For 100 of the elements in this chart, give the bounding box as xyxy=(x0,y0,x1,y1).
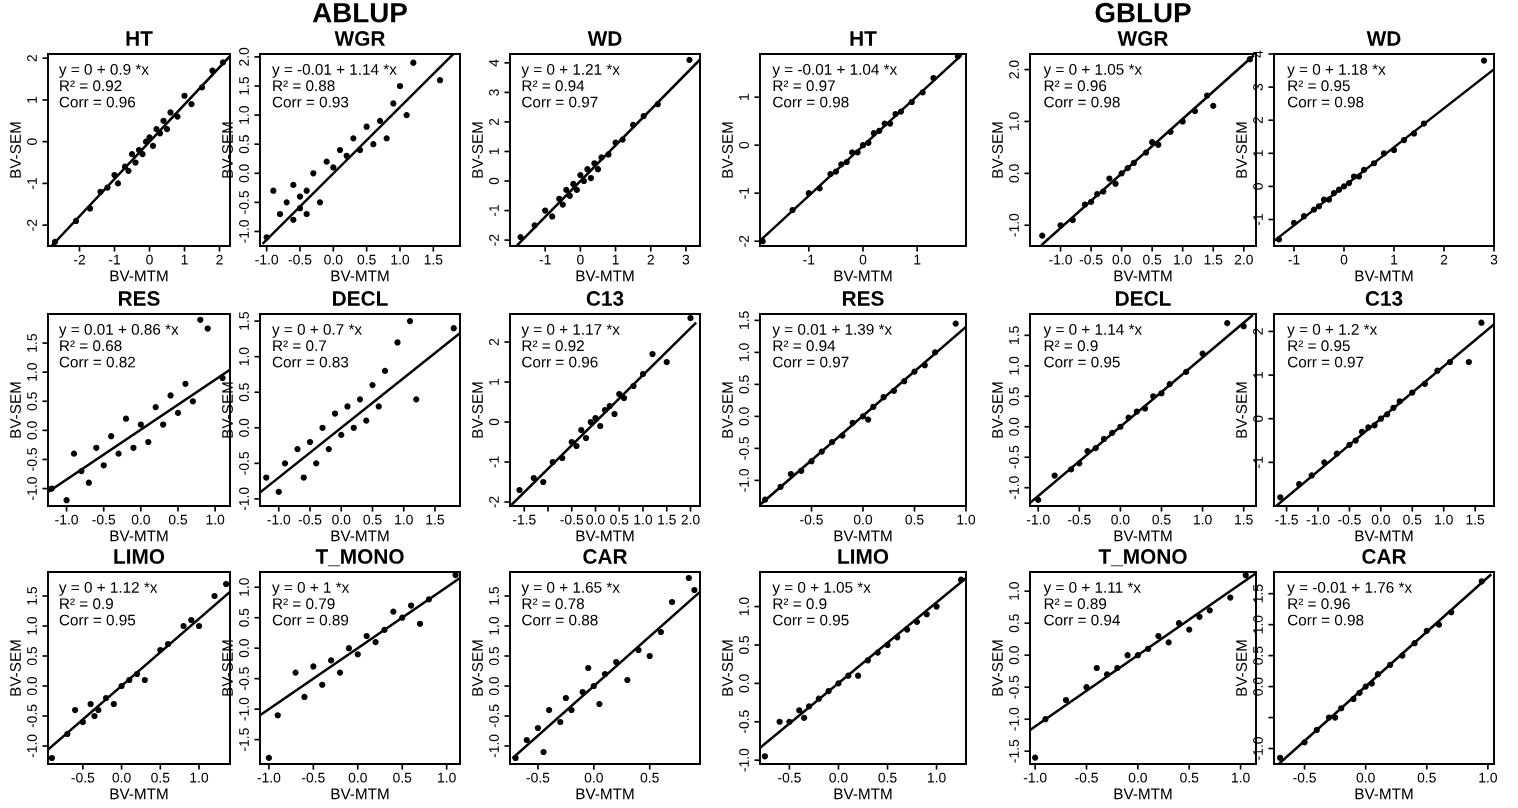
point xyxy=(1313,726,1320,734)
point xyxy=(452,572,459,579)
point xyxy=(1145,645,1152,652)
point xyxy=(1206,607,1213,614)
point xyxy=(573,442,580,450)
point xyxy=(174,113,181,120)
point xyxy=(86,205,94,212)
point xyxy=(611,410,618,418)
point xyxy=(606,402,613,410)
point xyxy=(1199,350,1206,357)
point xyxy=(1191,107,1199,115)
point xyxy=(328,657,335,664)
point xyxy=(1478,578,1485,585)
point xyxy=(1325,196,1333,203)
point xyxy=(1210,102,1217,109)
point xyxy=(72,706,79,714)
point xyxy=(1365,424,1372,431)
point xyxy=(219,59,227,66)
point xyxy=(663,358,670,366)
point xyxy=(1277,754,1284,761)
point xyxy=(125,167,132,174)
point xyxy=(523,736,530,744)
point xyxy=(1032,754,1039,761)
point xyxy=(919,89,926,96)
point xyxy=(211,592,218,600)
point xyxy=(1149,139,1156,146)
chart-title: WGR xyxy=(334,31,386,46)
point xyxy=(306,438,314,446)
point xyxy=(957,576,965,583)
point xyxy=(104,184,111,191)
point xyxy=(152,403,159,411)
point xyxy=(1100,435,1108,443)
point xyxy=(223,580,230,588)
point xyxy=(870,130,877,137)
point xyxy=(70,450,78,457)
point xyxy=(182,380,189,387)
point xyxy=(874,649,881,656)
point xyxy=(1300,213,1308,220)
point xyxy=(416,620,424,627)
point xyxy=(270,187,277,194)
point xyxy=(408,602,415,609)
point xyxy=(108,433,115,440)
point xyxy=(1400,136,1408,144)
chart-title: C13 xyxy=(1365,291,1403,306)
point xyxy=(1387,661,1394,669)
point xyxy=(890,387,898,394)
point xyxy=(85,479,92,486)
point xyxy=(163,126,171,133)
point xyxy=(167,392,174,399)
point xyxy=(762,496,769,503)
chart-title: DECL xyxy=(1116,291,1171,306)
point xyxy=(1435,621,1443,628)
point xyxy=(336,146,344,154)
point xyxy=(399,614,406,621)
point xyxy=(530,474,537,482)
point xyxy=(133,670,141,678)
point xyxy=(48,754,55,762)
point xyxy=(164,640,172,648)
point xyxy=(816,185,823,192)
point xyxy=(303,210,310,218)
point xyxy=(933,603,940,610)
point xyxy=(350,135,357,142)
point xyxy=(390,100,397,107)
point xyxy=(189,398,196,405)
point xyxy=(1134,652,1141,659)
point xyxy=(1301,739,1308,746)
point xyxy=(1094,191,1101,198)
chart-title: RES xyxy=(118,291,160,306)
point xyxy=(687,314,694,322)
point xyxy=(1352,437,1359,444)
point xyxy=(845,672,852,679)
point xyxy=(557,718,564,726)
point xyxy=(381,626,388,634)
point xyxy=(952,320,959,327)
point xyxy=(1083,684,1090,691)
point xyxy=(115,450,122,457)
point xyxy=(336,669,344,676)
point xyxy=(760,238,766,245)
point xyxy=(592,414,599,422)
point xyxy=(1390,404,1397,411)
point xyxy=(1333,450,1340,457)
point xyxy=(274,712,281,719)
point xyxy=(1076,460,1083,467)
point xyxy=(657,628,664,636)
point xyxy=(394,339,401,346)
point xyxy=(93,444,100,451)
point xyxy=(1087,198,1095,205)
point xyxy=(546,706,553,714)
point xyxy=(619,136,626,143)
point xyxy=(319,681,326,688)
point xyxy=(1434,367,1441,374)
point xyxy=(1093,664,1100,672)
point xyxy=(139,151,146,158)
chart-title: CAR xyxy=(1362,549,1407,564)
point xyxy=(808,458,815,465)
point xyxy=(825,687,832,695)
point xyxy=(559,201,566,208)
point xyxy=(91,712,98,720)
point xyxy=(805,703,813,710)
point xyxy=(1118,170,1125,177)
